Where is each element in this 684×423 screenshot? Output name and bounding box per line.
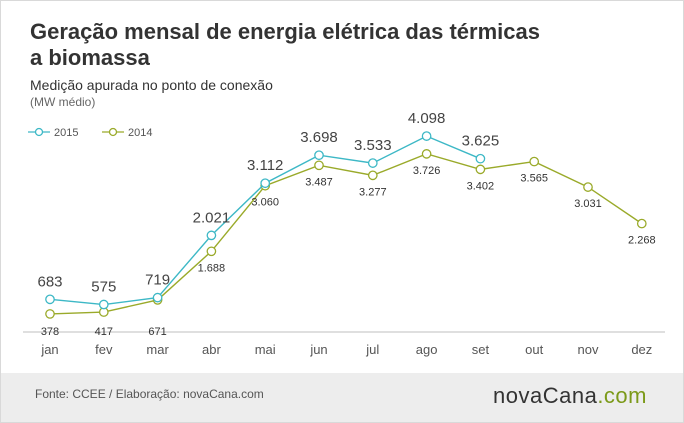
- unit-label: (MW médio): [30, 95, 96, 109]
- data-label-2014-mar: 671: [148, 326, 166, 338]
- series-2015-point-ago: [421, 131, 432, 141]
- series-2015-point-abr: [206, 230, 217, 241]
- series-2014-point-set: [475, 164, 486, 175]
- data-label-2015-fev: 575: [91, 279, 116, 296]
- brand-logo: novaCana.com: [493, 383, 647, 409]
- series-2015-point-mar: [152, 292, 163, 303]
- brand-name: novaCana: [493, 383, 598, 408]
- data-label-2015-jul: 3.533: [354, 137, 392, 154]
- series-2014-point-nov: [583, 182, 593, 192]
- line-chart: jan fev mar abr mai jun jul ago set out nov dez 2015…: [23, 110, 665, 357]
- x-tick-label-out: out: [525, 342, 543, 357]
- legend-label-2014: 2014: [128, 127, 152, 139]
- data-label-2014-set: 3.402: [467, 180, 495, 192]
- series-2015-point-jul: [367, 158, 378, 168]
- series-2014-point-jan: [45, 309, 55, 319]
- data-label-2014-fev: 417: [95, 326, 113, 338]
- data-label-2015-abr: 2.021: [193, 209, 231, 226]
- series-2014-point-abr: [206, 246, 217, 257]
- x-tick-label-mai: mai: [255, 342, 276, 357]
- series-2014-point-jul: [367, 170, 378, 181]
- data-label-2014-abr: 1.688: [198, 262, 226, 274]
- legend-marker-2014: [108, 127, 118, 137]
- series-2014-point-dez: [636, 218, 647, 229]
- x-tick-label-jun: jun: [309, 342, 327, 357]
- data-label-2014-jan: 378: [41, 326, 59, 338]
- x-tick-label-jan: jan: [40, 342, 58, 357]
- source-note: Fonte: CCEE / Elaboração: novaCana.com: [35, 387, 264, 401]
- series-line-2014: [49, 153, 643, 315]
- footer-bar: [1, 373, 683, 422]
- data-label-2014-out: 3.565: [520, 173, 548, 185]
- data-label-2015-mar: 719: [145, 272, 170, 289]
- x-tick-label-set: set: [472, 342, 490, 357]
- series-2015-point-mai: [260, 178, 271, 189]
- data-label-2014-dez: 2.268: [628, 235, 656, 247]
- series-2015-point-jun: [314, 150, 324, 161]
- series-2014-point-jun: [314, 160, 324, 171]
- series-2014-point-out: [529, 156, 540, 167]
- brand-suffix: .com: [597, 383, 647, 408]
- series-2015-point-jan: [45, 294, 55, 305]
- x-tick-label-fev: fev: [95, 342, 113, 357]
- x-tick-label-abr: abr: [202, 342, 221, 357]
- series-2015-point-fev: [98, 299, 109, 310]
- data-label-2014-nov: 3.031: [574, 198, 602, 210]
- data-label-2014-ago: 3.726: [413, 165, 441, 177]
- legend-marker-2015: [34, 127, 44, 137]
- data-label-2015-jun: 3.698: [300, 129, 338, 146]
- chart-subtitle: Medição apurada no ponto de conexão: [30, 77, 273, 93]
- data-label-2015-set: 3.625: [462, 133, 500, 150]
- data-label-2014-mai: 3.060: [251, 197, 279, 209]
- data-label-2015-ago: 4.098: [408, 110, 446, 127]
- series-2015-point-set: [475, 153, 486, 164]
- chart-title: Geração mensal de energia elétrica das t…: [30, 19, 540, 70]
- data-label-2014-jun: 3.487: [305, 176, 333, 188]
- data-label-2015-jan: 683: [37, 273, 62, 290]
- data-label-2014-jul: 3.277: [359, 186, 387, 198]
- x-tick-label-nov: nov: [578, 342, 599, 357]
- data-label-2015-mai: 3.112: [247, 157, 283, 174]
- x-tick-label-jul: jul: [365, 342, 379, 357]
- legend-label-2015: 2015: [54, 127, 78, 139]
- x-tick-label-mar: mar: [146, 342, 169, 357]
- x-tick-label-dez: dez: [631, 342, 652, 357]
- series-2014-point-ago: [421, 149, 432, 159]
- x-tick-label-ago: ago: [416, 342, 438, 357]
